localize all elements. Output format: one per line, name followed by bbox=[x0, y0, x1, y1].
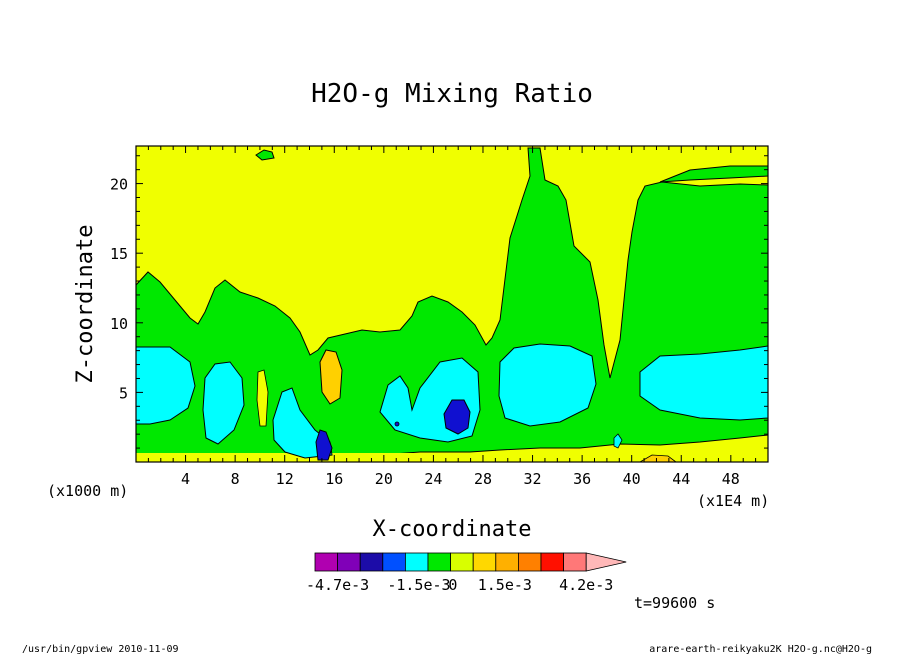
plot-area bbox=[135, 145, 769, 463]
blue-core-1 bbox=[315, 429, 333, 461]
x-tick-label: 40 bbox=[623, 470, 641, 488]
x-tick-label: 4 bbox=[181, 470, 190, 488]
colorbar-segment bbox=[314, 552, 339, 572]
x-tick-label: 16 bbox=[325, 470, 343, 488]
x-tick-label: 48 bbox=[722, 470, 740, 488]
colorbar-label: 1.5e-3 bbox=[478, 576, 532, 594]
colorbar-segment bbox=[337, 552, 361, 572]
cyan-left bbox=[135, 346, 196, 425]
y-tick-label: 20 bbox=[110, 176, 128, 194]
colorbar-segment bbox=[427, 552, 452, 572]
colorbar-segment bbox=[359, 552, 384, 572]
orange-blob bbox=[319, 349, 343, 405]
chart-title: H2O-g Mixing Ratio bbox=[311, 79, 593, 109]
colorbar bbox=[314, 552, 627, 572]
x-axis-title: X-coordinate bbox=[373, 517, 532, 542]
plot-frame bbox=[135, 145, 769, 463]
colorbar-label: -1.5e-3 bbox=[387, 576, 450, 594]
blue-dot bbox=[394, 421, 400, 427]
colorbar-segment bbox=[472, 552, 497, 572]
x-tick-label: 20 bbox=[375, 470, 393, 488]
x-tick-label: 24 bbox=[424, 470, 442, 488]
colorbar-label: 4.2e-3 bbox=[559, 576, 613, 594]
y-axis-title: Z-coordinate bbox=[73, 225, 98, 384]
green-spot-top bbox=[255, 149, 275, 161]
colorbar-segment bbox=[518, 552, 542, 572]
green-band bbox=[135, 147, 769, 462]
yellow-sliver bbox=[256, 369, 269, 427]
x-tick-label: 44 bbox=[672, 470, 690, 488]
y-tick-labels: 5 10 15 20 bbox=[110, 176, 128, 403]
y-tick-label: 15 bbox=[110, 245, 128, 263]
x-tick-label: 28 bbox=[474, 470, 492, 488]
colorbar-segment bbox=[540, 552, 565, 572]
colorbar-label: -4.7e-3 bbox=[306, 576, 369, 594]
axis-ticks bbox=[136, 146, 768, 462]
x-tick-labels: 4 8 12 16 20 24 28 32 36 40 44 48 bbox=[181, 470, 740, 488]
colorbar-segment bbox=[404, 552, 429, 572]
cyan-right bbox=[639, 345, 769, 421]
colorbar-arrow bbox=[585, 552, 627, 572]
x-unit-right: (x1E4 m) bbox=[697, 492, 769, 510]
cyan-5 bbox=[498, 343, 597, 427]
footer-right: arare-earth-reikyaku2K_H2O-g.nc@H2O-g bbox=[649, 644, 872, 654]
x-tick-label: 12 bbox=[276, 470, 294, 488]
cyan-speck bbox=[613, 433, 623, 449]
colorbar-segment bbox=[450, 552, 474, 572]
x-tick-label: 36 bbox=[573, 470, 591, 488]
colorbar-segment bbox=[563, 552, 587, 572]
x-tick-label: 32 bbox=[524, 470, 542, 488]
colorbar-segment bbox=[382, 552, 406, 572]
time-label: t=99600 s bbox=[634, 594, 715, 612]
cyan-2 bbox=[202, 361, 245, 445]
colorbar-segment bbox=[495, 552, 519, 572]
footer-left: /usr/bin/gpview 2010-11-09 bbox=[22, 644, 179, 654]
blue-core-2 bbox=[443, 399, 471, 435]
bottom-strip bbox=[136, 453, 768, 462]
x-unit-left: (x1000 m) bbox=[47, 482, 128, 500]
colorbar-label: 0 bbox=[448, 576, 457, 594]
x-tick-label: 8 bbox=[231, 470, 240, 488]
y-tick-label: 10 bbox=[110, 315, 128, 333]
y-tick-label: 5 bbox=[119, 384, 128, 402]
colorbar-labels: -4.7e-3 -1.5e-30 1.5e-3 4.2e-3 bbox=[306, 576, 613, 594]
